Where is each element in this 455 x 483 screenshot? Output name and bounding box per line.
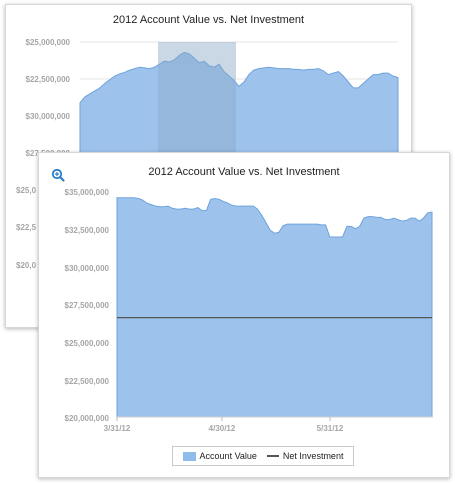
y-tick-label: $27,500,000	[65, 301, 110, 310]
y-tick-label: $25,000,000	[26, 38, 71, 47]
legend-swatch-account-value	[182, 451, 196, 461]
x-tick-label: 5/31/12	[317, 424, 344, 433]
legend-label-account-value: Account Value	[199, 451, 257, 461]
navigator-chart-title: 2012 Account Value vs. Net Investment	[112, 14, 305, 26]
y-tick-label: $32,500,000	[65, 226, 110, 235]
main-chart-plot: $35,000,000 $32,500,000 $30,000,000 $27,…	[65, 188, 433, 433]
y-tick-label: $30,000,000	[65, 264, 110, 273]
y-tick-label: $22,5	[16, 223, 37, 232]
legend-label-net-investment: Net Investment	[282, 451, 344, 461]
x-tick-label: 3/31/12	[104, 424, 131, 433]
y-tick-label: $20,000,000	[65, 414, 110, 423]
zoom-magnifier-icon[interactable]	[51, 168, 65, 182]
navigator-selection-band[interactable]	[158, 42, 236, 154]
navigator-account-value-area	[79, 51, 399, 155]
y-tick-label: $20,0	[16, 261, 37, 270]
chart-legend: Account Value Net Investment	[172, 446, 354, 466]
y-tick-label: $25,000,000	[65, 339, 110, 348]
legend-item-account-value[interactable]: Account Value	[182, 451, 257, 461]
y-tick-label: $22,500,000	[65, 377, 110, 386]
x-tick-label: 4/30/12	[209, 424, 236, 433]
legend-item-net-investment[interactable]: Net Investment	[266, 451, 344, 461]
main-y-axis: $35,000,000 $32,500,000 $30,000,000 $27,…	[65, 188, 110, 423]
account-value-area	[116, 197, 433, 418]
y-tick-label: $30,000,000	[26, 112, 71, 121]
main-x-axis: 3/31/12 4/30/12 5/31/12	[104, 416, 432, 433]
main-chart-title: 2012 Account Value vs. Net Investment	[148, 166, 340, 178]
main-chart-card: 2012 Account Value vs. Net Investment $3…	[38, 152, 450, 478]
y-tick-label: $25,0	[16, 186, 37, 195]
y-tick-label: $35,000,000	[65, 188, 110, 197]
y-tick-label: $22,500,000	[26, 75, 71, 84]
legend-swatch-net-investment	[266, 455, 279, 457]
